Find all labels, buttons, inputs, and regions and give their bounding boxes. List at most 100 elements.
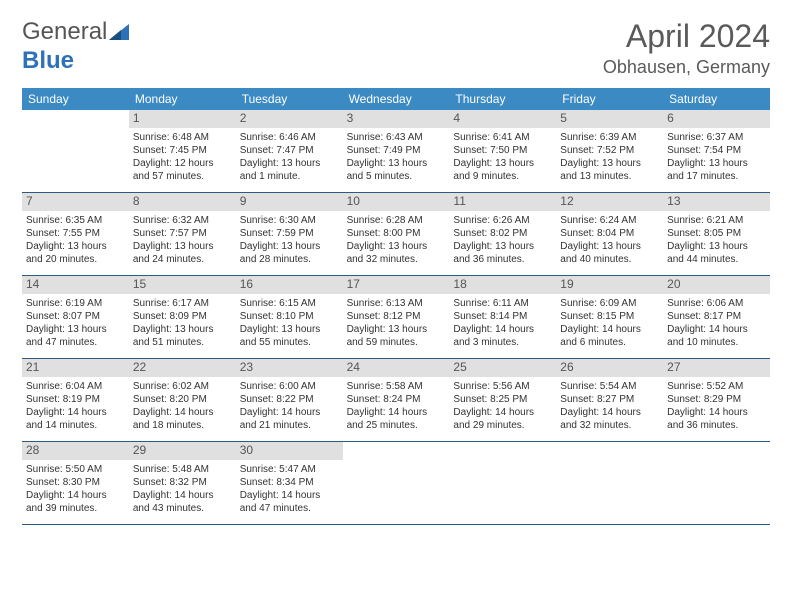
cell-daylight-a: Daylight: 14 hours xyxy=(26,489,125,502)
day-cell: 30Sunrise: 5:47 AMSunset: 8:34 PMDayligh… xyxy=(236,442,343,524)
cell-sunset: Sunset: 8:07 PM xyxy=(26,310,125,323)
brand-text-b: Blue xyxy=(22,47,74,74)
day-header-row: Sunday Monday Tuesday Wednesday Thursday… xyxy=(22,88,770,110)
cell-sunrise: Sunrise: 6:26 AM xyxy=(453,214,552,227)
day-number: 15 xyxy=(129,276,236,294)
dayhead-sun: Sunday xyxy=(22,88,129,110)
cell-sunset: Sunset: 8:12 PM xyxy=(347,310,446,323)
dayhead-wed: Wednesday xyxy=(343,88,450,110)
week-row: 14Sunrise: 6:19 AMSunset: 8:07 PMDayligh… xyxy=(22,276,770,359)
cell-daylight-a: Daylight: 14 hours xyxy=(347,406,446,419)
day-cell: 8Sunrise: 6:32 AMSunset: 7:57 PMDaylight… xyxy=(129,193,236,275)
cell-sunrise: Sunrise: 6:04 AM xyxy=(26,380,125,393)
cell-daylight-b: and 44 minutes. xyxy=(667,253,766,266)
brand-text-a: General xyxy=(22,18,107,45)
week-row: 28Sunrise: 5:50 AMSunset: 8:30 PMDayligh… xyxy=(22,442,770,525)
cell-sunset: Sunset: 8:30 PM xyxy=(26,476,125,489)
cell-daylight-a: Daylight: 14 hours xyxy=(560,323,659,336)
cell-sunrise: Sunrise: 5:47 AM xyxy=(240,463,339,476)
dayhead-sat: Saturday xyxy=(663,88,770,110)
day-number: 20 xyxy=(663,276,770,294)
day-number: 6 xyxy=(663,110,770,128)
day-cell: 26Sunrise: 5:54 AMSunset: 8:27 PMDayligh… xyxy=(556,359,663,441)
cell-sunrise: Sunrise: 5:56 AM xyxy=(453,380,552,393)
day-cell xyxy=(449,442,556,524)
day-cell: 14Sunrise: 6:19 AMSunset: 8:07 PMDayligh… xyxy=(22,276,129,358)
cell-sunrise: Sunrise: 6:06 AM xyxy=(667,297,766,310)
cell-sunset: Sunset: 7:47 PM xyxy=(240,144,339,157)
day-cell xyxy=(22,110,129,192)
day-cell: 28Sunrise: 5:50 AMSunset: 8:30 PMDayligh… xyxy=(22,442,129,524)
title-block: April 2024 Obhausen, Germany xyxy=(603,18,770,78)
cell-sunrise: Sunrise: 6:02 AM xyxy=(133,380,232,393)
day-cell: 25Sunrise: 5:56 AMSunset: 8:25 PMDayligh… xyxy=(449,359,556,441)
cell-sunrise: Sunrise: 6:37 AM xyxy=(667,131,766,144)
cell-sunset: Sunset: 8:24 PM xyxy=(347,393,446,406)
cell-sunrise: Sunrise: 6:43 AM xyxy=(347,131,446,144)
cell-sunset: Sunset: 7:54 PM xyxy=(667,144,766,157)
day-number: 14 xyxy=(22,276,129,294)
cell-daylight-a: Daylight: 14 hours xyxy=(240,489,339,502)
cell-daylight-a: Daylight: 14 hours xyxy=(453,406,552,419)
cell-sunrise: Sunrise: 6:17 AM xyxy=(133,297,232,310)
cell-sunrise: Sunrise: 5:58 AM xyxy=(347,380,446,393)
day-cell xyxy=(663,442,770,524)
cell-sunrise: Sunrise: 6:41 AM xyxy=(453,131,552,144)
cell-daylight-a: Daylight: 13 hours xyxy=(453,157,552,170)
cell-daylight-b: and 21 minutes. xyxy=(240,419,339,432)
cell-daylight-b: and 47 minutes. xyxy=(26,336,125,349)
day-number: 29 xyxy=(129,442,236,460)
cell-sunset: Sunset: 7:55 PM xyxy=(26,227,125,240)
brand-logo: General Blue xyxy=(22,18,129,75)
day-cell: 10Sunrise: 6:28 AMSunset: 8:00 PMDayligh… xyxy=(343,193,450,275)
dayhead-tue: Tuesday xyxy=(236,88,343,110)
cell-sunset: Sunset: 8:10 PM xyxy=(240,310,339,323)
cell-sunrise: Sunrise: 5:52 AM xyxy=(667,380,766,393)
cell-sunset: Sunset: 8:34 PM xyxy=(240,476,339,489)
day-number: 23 xyxy=(236,359,343,377)
cell-sunrise: Sunrise: 5:48 AM xyxy=(133,463,232,476)
cell-daylight-b: and 18 minutes. xyxy=(133,419,232,432)
cell-daylight-b: and 47 minutes. xyxy=(240,502,339,515)
cell-daylight-b: and 13 minutes. xyxy=(560,170,659,183)
cell-sunset: Sunset: 8:02 PM xyxy=(453,227,552,240)
day-number: 24 xyxy=(343,359,450,377)
cell-daylight-b: and 39 minutes. xyxy=(26,502,125,515)
cell-sunset: Sunset: 8:22 PM xyxy=(240,393,339,406)
day-cell: 22Sunrise: 6:02 AMSunset: 8:20 PMDayligh… xyxy=(129,359,236,441)
day-number: 28 xyxy=(22,442,129,460)
cell-sunset: Sunset: 8:20 PM xyxy=(133,393,232,406)
location: Obhausen, Germany xyxy=(603,57,770,78)
day-cell: 21Sunrise: 6:04 AMSunset: 8:19 PMDayligh… xyxy=(22,359,129,441)
cell-sunset: Sunset: 7:49 PM xyxy=(347,144,446,157)
day-cell: 7Sunrise: 6:35 AMSunset: 7:55 PMDaylight… xyxy=(22,193,129,275)
cell-daylight-a: Daylight: 13 hours xyxy=(347,240,446,253)
day-cell xyxy=(556,442,663,524)
day-number: 25 xyxy=(449,359,556,377)
cell-sunset: Sunset: 7:57 PM xyxy=(133,227,232,240)
cell-daylight-a: Daylight: 14 hours xyxy=(133,406,232,419)
cell-daylight-a: Daylight: 12 hours xyxy=(133,157,232,170)
cell-sunrise: Sunrise: 6:39 AM xyxy=(560,131,659,144)
cell-daylight-a: Daylight: 13 hours xyxy=(133,240,232,253)
cell-daylight-a: Daylight: 14 hours xyxy=(560,406,659,419)
day-number xyxy=(343,442,450,444)
cell-daylight-a: Daylight: 13 hours xyxy=(667,240,766,253)
cell-daylight-b: and 32 minutes. xyxy=(347,253,446,266)
day-cell: 2Sunrise: 6:46 AMSunset: 7:47 PMDaylight… xyxy=(236,110,343,192)
cell-daylight-a: Daylight: 13 hours xyxy=(560,240,659,253)
day-cell: 12Sunrise: 6:24 AMSunset: 8:04 PMDayligh… xyxy=(556,193,663,275)
day-number: 3 xyxy=(343,110,450,128)
cell-sunset: Sunset: 8:15 PM xyxy=(560,310,659,323)
cell-daylight-a: Daylight: 13 hours xyxy=(347,157,446,170)
cell-daylight-b: and 29 minutes. xyxy=(453,419,552,432)
cell-daylight-b: and 25 minutes. xyxy=(347,419,446,432)
day-cell: 3 Sunrise: 6:43 AMSunset: 7:49 PMDaylight… xyxy=(343,110,450,192)
cell-sunset: Sunset: 8:19 PM xyxy=(26,393,125,406)
cell-sunrise: Sunrise: 6:09 AM xyxy=(560,297,659,310)
dayhead-fri: Friday xyxy=(556,88,663,110)
cell-sunset: Sunset: 8:00 PM xyxy=(347,227,446,240)
day-number: 9 xyxy=(236,193,343,211)
day-cell: 4Sunrise: 6:41 AMSunset: 7:50 PMDaylight… xyxy=(449,110,556,192)
cell-sunset: Sunset: 8:29 PM xyxy=(667,393,766,406)
